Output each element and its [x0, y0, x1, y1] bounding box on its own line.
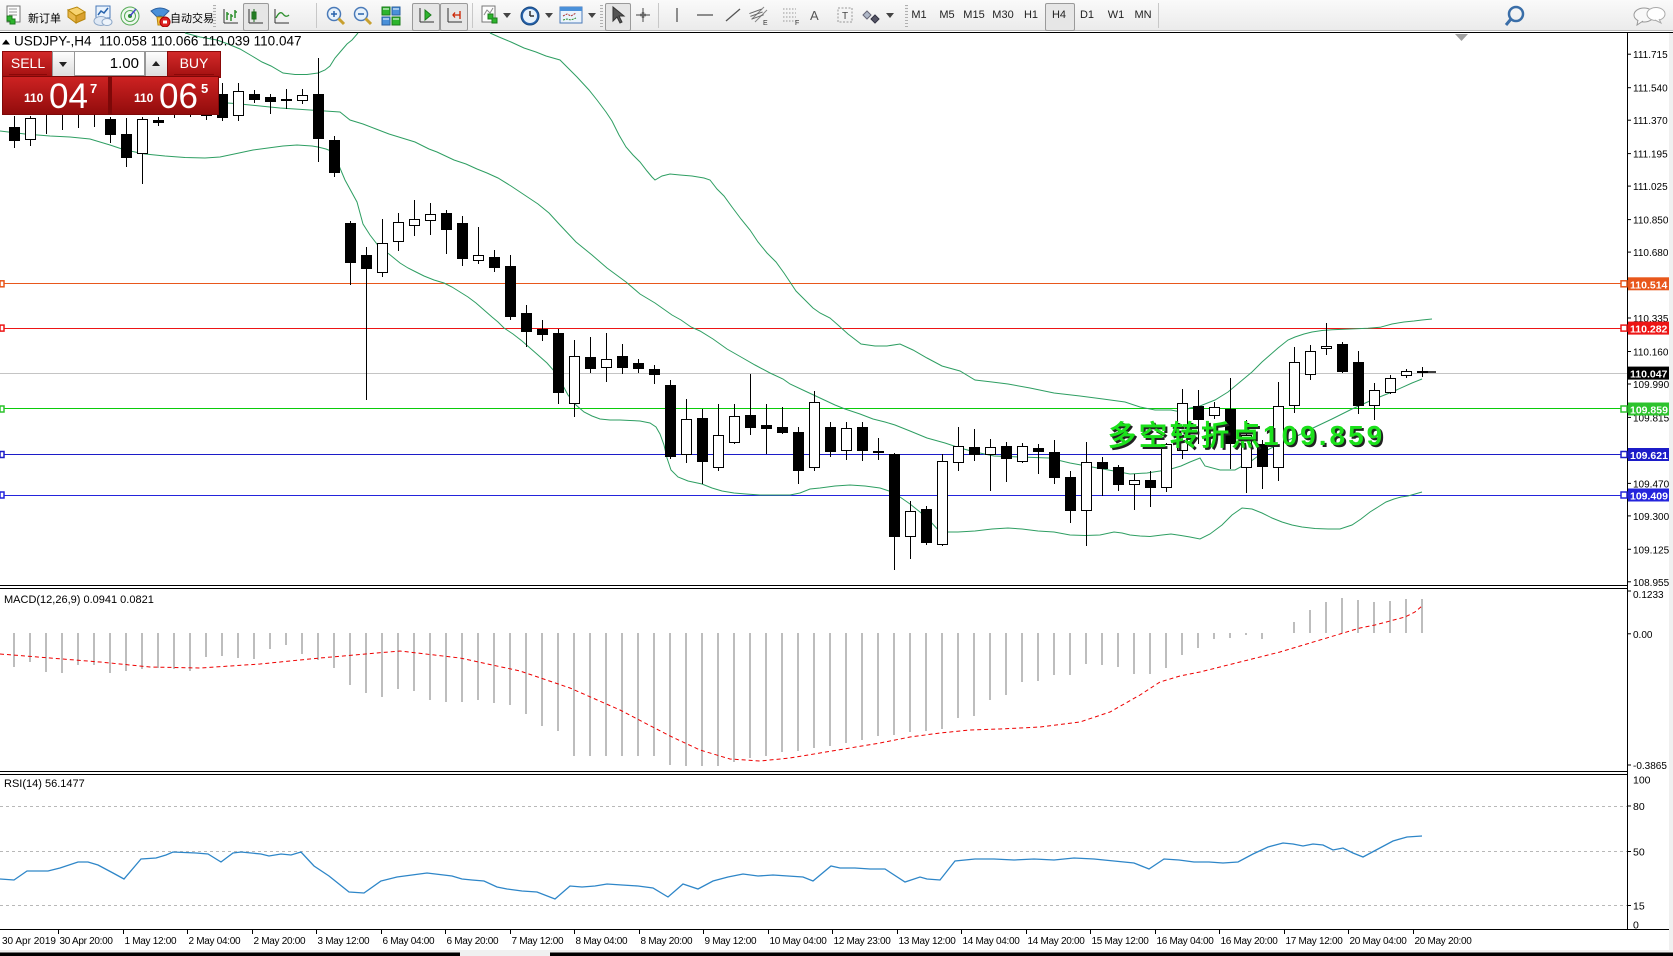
svg-text:6 May 20:00: 6 May 20:00 [447, 936, 499, 947]
svg-text:111.025: 111.025 [1633, 182, 1668, 193]
svg-text:109.815: 109.815 [1633, 413, 1670, 424]
svg-text:50: 50 [1633, 847, 1645, 859]
svg-text:109.409: 109.409 [1630, 491, 1668, 503]
svg-text:0.1233: 0.1233 [1633, 590, 1664, 601]
svg-text:109.300: 109.300 [1633, 512, 1670, 523]
svg-text:12 May 23:00: 12 May 23:00 [834, 936, 892, 947]
svg-text:109.621: 109.621 [1630, 450, 1668, 462]
svg-text:20 May 20:00: 20 May 20:00 [1415, 936, 1473, 947]
svg-text:110.335: 110.335 [1633, 314, 1669, 325]
svg-text:8 May 04:00: 8 May 04:00 [576, 936, 628, 947]
svg-text:16 May 20:00: 16 May 20:00 [1221, 936, 1279, 947]
svg-text:8 May 20:00: 8 May 20:00 [641, 936, 693, 947]
svg-text:14 May 04:00: 14 May 04:00 [963, 936, 1021, 947]
svg-text:110.680: 110.680 [1633, 248, 1669, 259]
svg-text:110.514: 110.514 [1630, 279, 1668, 291]
svg-text:T: T [842, 11, 848, 22]
svg-text:20 May 04:00: 20 May 04:00 [1350, 936, 1408, 947]
svg-text:USDJPY-,H4 110.058 110.066 11: USDJPY-,H4 110.058 110.066 110.039 110.0… [14, 34, 301, 49]
svg-text:2 May 04:00: 2 May 04:00 [189, 936, 241, 947]
svg-text:15 May 12:00: 15 May 12:00 [1092, 936, 1150, 947]
svg-text:111.370: 111.370 [1633, 116, 1668, 127]
svg-text:110.160: 110.160 [1633, 348, 1669, 359]
svg-text:111.715: 111.715 [1633, 50, 1668, 61]
svg-text:0: 0 [1633, 920, 1639, 932]
svg-text:F: F [795, 20, 799, 27]
svg-text:110.282: 110.282 [1630, 324, 1668, 336]
svg-text:111.540: 111.540 [1633, 84, 1668, 95]
svg-text:多空转折点109.859: 多空转折点109.859 [1110, 421, 1387, 453]
svg-text:100: 100 [1633, 774, 1651, 786]
svg-text:30 Apr 20:00: 30 Apr 20:00 [60, 936, 114, 947]
svg-text:多空转折点109.859: 多空转折点109.859 [1108, 419, 1385, 451]
svg-text:14 May 20:00: 14 May 20:00 [1028, 936, 1086, 947]
svg-text:6 May 04:00: 6 May 04:00 [383, 936, 435, 947]
svg-text:2 May 20:00: 2 May 20:00 [254, 936, 306, 947]
svg-text:7 May 12:00: 7 May 12:00 [512, 936, 564, 947]
svg-text:108.955: 108.955 [1633, 578, 1670, 589]
svg-text:110.850: 110.850 [1633, 216, 1669, 227]
svg-text:13 May 12:00: 13 May 12:00 [899, 936, 957, 947]
svg-text:80: 80 [1633, 801, 1645, 813]
svg-text:RSI(14) 56.1477: RSI(14) 56.1477 [4, 778, 85, 790]
svg-text:109.859: 109.859 [1630, 405, 1668, 417]
svg-text:0.00: 0.00 [1633, 630, 1653, 641]
svg-text:15: 15 [1633, 901, 1645, 913]
svg-text:3 May 12:00: 3 May 12:00 [318, 936, 370, 947]
svg-text:109.470: 109.470 [1633, 479, 1670, 490]
svg-text:MACD(12,26,9) 0.0941 0.0821: MACD(12,26,9) 0.0941 0.0821 [4, 594, 154, 606]
svg-text:E: E [763, 20, 768, 27]
svg-text:10 May 04:00: 10 May 04:00 [770, 936, 828, 947]
svg-text:-0.3865: -0.3865 [1633, 761, 1667, 772]
svg-text:16 May 04:00: 16 May 04:00 [1157, 936, 1215, 947]
svg-text:17 May 12:00: 17 May 12:00 [1286, 936, 1344, 947]
svg-text:110.047: 110.047 [1630, 369, 1668, 381]
svg-text:109.125: 109.125 [1633, 545, 1670, 556]
svg-text:109.990: 109.990 [1633, 380, 1670, 391]
svg-text:1 May 12:00: 1 May 12:00 [125, 936, 177, 947]
svg-text:9 May 12:00: 9 May 12:00 [705, 936, 757, 947]
svg-text:30 Apr 2019: 30 Apr 2019 [2, 936, 56, 947]
svg-text:111.195: 111.195 [1633, 150, 1668, 161]
